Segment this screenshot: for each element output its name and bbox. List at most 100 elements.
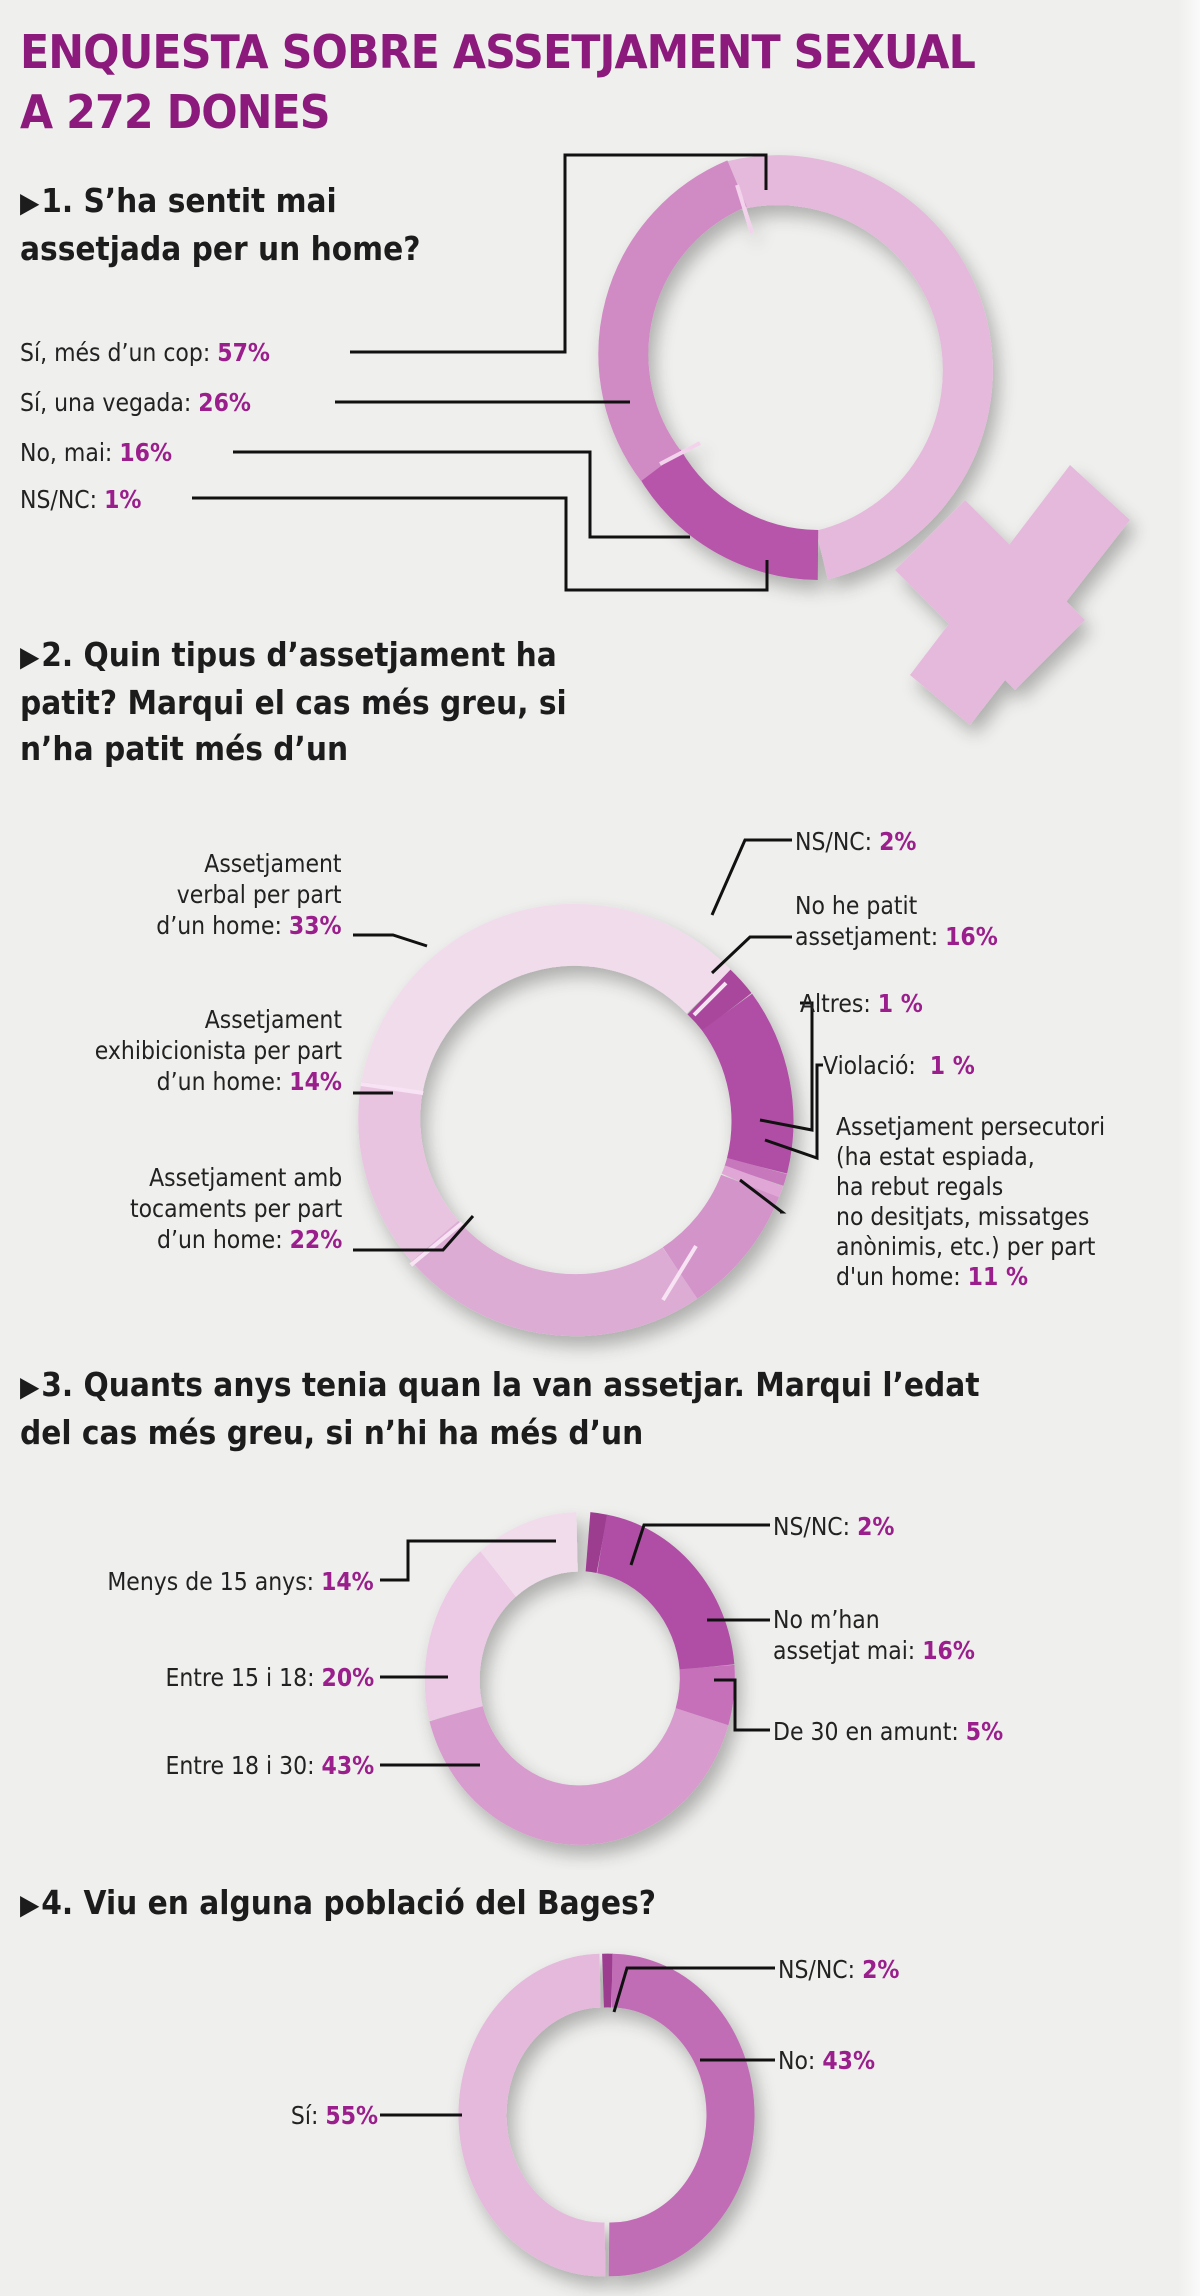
answer-percent: 2% <box>857 1512 895 1541</box>
question-number: 3. <box>41 1365 74 1404</box>
answer-label: NS/NC: <box>778 1955 856 1984</box>
q2-label-no-he-patit: No he patit assetjament: 16% <box>795 890 998 952</box>
answer-label: Assetjament persecutori <box>836 1112 1106 1141</box>
answer-label: no desitjats, missatges <box>836 1202 1090 1231</box>
q3-donut-chart <box>424 1512 735 1845</box>
q4-segment-si <box>458 1953 606 2277</box>
answer-label: Altres: <box>800 989 871 1018</box>
q4-donut-chart <box>458 1953 755 2277</box>
q2-label-violacio: Violació: 1 % <box>823 1050 975 1081</box>
q2-segment-tocaments <box>411 1220 698 1337</box>
q2-segment-persecutori <box>662 1173 779 1299</box>
answer-percent: 33% <box>289 911 342 940</box>
answer-label: NS/NC: <box>795 827 873 856</box>
q2-leader-lines <box>353 838 823 1252</box>
answer-percent: 43% <box>321 1751 374 1780</box>
answer-label: d’un home: <box>156 1067 283 1096</box>
q2-segment-altres <box>724 1157 787 1186</box>
q2-label-tocaments: Assetjament amb tocaments per part d’un … <box>130 1162 342 1255</box>
answer-label: De 30 en amunt: <box>773 1717 959 1746</box>
answer-label: Sí, més d’un cop: <box>20 338 211 367</box>
q3-segment-15-18 <box>424 1551 517 1721</box>
answer-percent: 22% <box>289 1225 342 1254</box>
answer-label: d'un home: <box>836 1262 961 1291</box>
venus-cross-icon <box>895 465 1130 725</box>
q3-leader-lines <box>380 1523 770 1767</box>
q2-segment-violacio <box>721 1165 784 1199</box>
answer-percent: 16% <box>945 922 998 951</box>
q3-label-menys-15: Menys de 15 anys: 14% <box>108 1566 374 1597</box>
question-text: patit? Marqui el cas més greu, si <box>20 683 567 722</box>
q2-label-altres: Altres: 1 % <box>800 988 923 1019</box>
q3-label-nsnc: NS/NC: 2% <box>773 1511 894 1542</box>
answer-label: anònimis, etc.) per part <box>836 1232 1096 1261</box>
question-text: assetjada per un home? <box>20 229 421 268</box>
question-text: Quin tipus d’assetjament ha <box>83 635 557 674</box>
answer-percent: 1 % <box>877 989 923 1018</box>
question-number: 2. <box>41 635 74 674</box>
q4-label-nsnc: NS/NC: 2% <box>778 1954 899 1985</box>
q4-label-no: No: 43% <box>778 2045 875 2076</box>
triangle-bullet-icon: ▶ <box>20 1888 40 1921</box>
question-4-heading: ▶4. Viu en alguna població del Bages? <box>20 1880 656 1928</box>
q3-segment-30-amunt <box>675 1664 735 1726</box>
answer-percent: 14% <box>289 1067 342 1096</box>
infographic-title: ENQUESTA SOBRE ASSETJAMENT SEXUAL A 272 … <box>20 22 976 142</box>
answer-percent: 1 % <box>929 1051 975 1080</box>
q2-segment-verbal <box>361 903 732 1094</box>
answer-label: tocaments per part <box>129 1194 342 1223</box>
q1-segment-no-mai <box>637 449 819 580</box>
answer-label: Assetjament <box>204 1005 342 1034</box>
q1-label-nsnc: NS/NC: 1% <box>20 484 141 515</box>
q1-segment-si-mes-dun-cop <box>727 155 993 580</box>
answer-percent: 26% <box>198 388 251 417</box>
answer-percent: 57% <box>217 338 270 367</box>
answer-label: (ha estat espiada, <box>836 1142 1035 1171</box>
q1-donut-chart <box>598 155 1130 725</box>
answer-label: d’un home: <box>156 911 283 940</box>
q1-label-si-una-vegada: Sí, una vegada: 26% <box>20 387 251 418</box>
answer-label: No, mai: <box>20 438 113 467</box>
question-2-heading: ▶2. Quin tipus d’assetjament ha patit? M… <box>20 632 567 772</box>
answer-label: ha rebut regals <box>836 1172 1004 1201</box>
answer-label: assetjament: <box>795 922 939 951</box>
answer-label: No he patit <box>795 891 918 920</box>
answer-label: Menys de 15 anys: <box>107 1567 315 1596</box>
answer-percent: 1% <box>104 485 142 514</box>
triangle-bullet-icon: ▶ <box>20 640 40 673</box>
q3-segment-no-assetjat <box>596 1514 735 1671</box>
question-text: Viu en alguna població del Bages? <box>83 1883 656 1922</box>
q3-label-15-18: Entre 15 i 18: 20% <box>165 1662 374 1693</box>
q3-label-30-amunt: De 30 en amunt: 5% <box>773 1716 1003 1747</box>
answer-label: No m’han <box>773 1605 880 1634</box>
answer-percent: 5% <box>965 1717 1004 1746</box>
question-number: 4. <box>41 1883 74 1922</box>
page-edge <box>1178 0 1200 2296</box>
answer-percent: 2% <box>862 1955 900 1984</box>
triangle-bullet-icon: ▶ <box>20 186 40 219</box>
answer-percent: 11 % <box>967 1262 1029 1291</box>
answer-label: Sí: <box>290 2101 319 2130</box>
answer-percent: 16% <box>922 1636 975 1665</box>
q4-label-si: Sí: 55% <box>291 2100 378 2131</box>
answer-label: assetjat mai: <box>773 1636 916 1665</box>
answer-label: verbal per part <box>177 880 342 909</box>
q2-segment-exhibicionista <box>358 1081 459 1262</box>
triangle-bullet-icon: ▶ <box>20 1370 40 1403</box>
q3-label-no-assetjat: No m’han assetjat mai: 16% <box>773 1604 975 1666</box>
q3-segment-menys-15 <box>480 1512 579 1598</box>
question-text: del cas més greu, si n’hi ha més d’un <box>20 1413 644 1452</box>
q1-label-si-mes-dun-cop: Sí, més d’un cop: 57% <box>20 337 270 368</box>
title-line-1: ENQUESTA SOBRE ASSETJAMENT SEXUAL <box>20 25 976 79</box>
q2-label-exhibicionista: Assetjament exhibicionista per part d’un… <box>95 1004 342 1097</box>
answer-label: d’un home: <box>156 1225 283 1254</box>
question-text: n’ha patit més d’un <box>20 729 349 768</box>
question-text: S’ha sentit mai <box>83 181 337 220</box>
q3-segment-18-30 <box>429 1704 729 1845</box>
q2-donut-chart <box>358 903 794 1337</box>
answer-percent: 16% <box>119 438 173 467</box>
answer-label: Entre 18 i 30: <box>165 1751 315 1780</box>
question-3-heading: ▶3. Quants anys tenia quan la van assetj… <box>20 1362 980 1456</box>
question-text: Quants anys tenia quan la van assetjar. … <box>83 1365 980 1404</box>
